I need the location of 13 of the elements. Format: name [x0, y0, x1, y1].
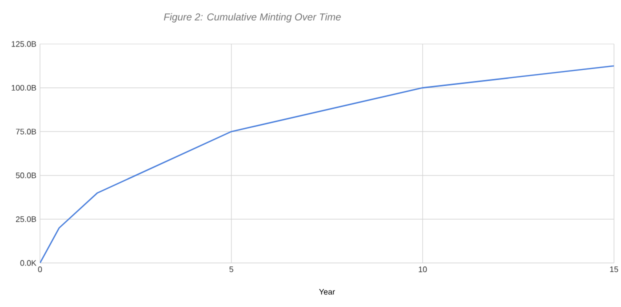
x-tick-label: 5 — [229, 266, 234, 272]
y-tick-label: 0.0K — [20, 260, 36, 266]
y-tick-label: 125.0B — [12, 41, 36, 47]
x-tick-label: 15 — [610, 266, 618, 272]
y-tick-label: 100.0B — [12, 84, 36, 91]
y-tick-label: 50.0B — [16, 172, 36, 178]
x-tick-label: 10 — [418, 266, 427, 272]
chart-title: Figure 2: Cumulative Minting Over Time — [164, 13, 341, 22]
line-series — [40, 65, 614, 263]
x-axis-title: Year — [319, 289, 335, 295]
y-tick-label: 25.0B — [16, 216, 36, 222]
x-tick-label: 0 — [38, 266, 42, 272]
y-tick-label: 75.0B — [16, 128, 36, 134]
